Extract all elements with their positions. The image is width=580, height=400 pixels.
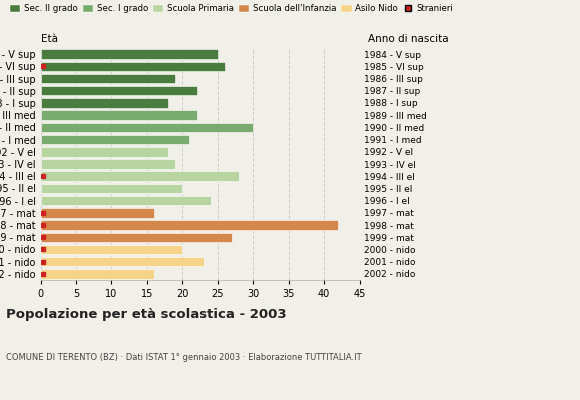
Bar	[41, 159, 175, 169]
Bar	[41, 208, 154, 218]
Legend: Sec. II grado, Sec. I grado, Scuola Primaria, Scuola dell'Infanzia, Asilo Nido, : Sec. II grado, Sec. I grado, Scuola Prim…	[10, 4, 454, 13]
Bar	[41, 196, 211, 205]
Bar	[41, 245, 182, 254]
Bar	[41, 269, 154, 279]
Bar	[41, 98, 168, 108]
Bar	[41, 49, 218, 59]
Bar	[41, 184, 182, 193]
Bar	[41, 110, 197, 120]
Bar	[41, 135, 190, 144]
Bar	[41, 172, 239, 181]
Text: Popolazione per età scolastica - 2003: Popolazione per età scolastica - 2003	[6, 308, 287, 321]
Bar	[41, 74, 175, 83]
Bar	[41, 123, 253, 132]
Bar	[41, 86, 197, 96]
Text: Anno di nascita: Anno di nascita	[368, 34, 449, 44]
Bar	[41, 147, 168, 156]
Bar	[41, 232, 232, 242]
Text: COMUNE DI TERENTO (BZ) · Dati ISTAT 1° gennaio 2003 · Elaborazione TUTTITALIA.IT: COMUNE DI TERENTO (BZ) · Dati ISTAT 1° g…	[6, 353, 361, 362]
Bar	[41, 220, 338, 230]
Text: Età: Età	[41, 34, 57, 44]
Bar	[41, 62, 225, 71]
Bar	[41, 257, 204, 266]
